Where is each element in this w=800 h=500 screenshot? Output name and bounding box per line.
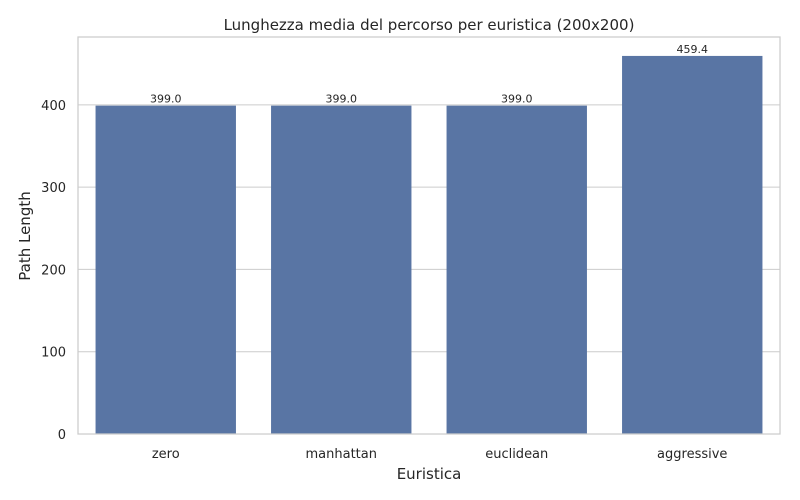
bars [95,55,763,435]
x-tick-label: zero [152,447,180,462]
bar-aggressive [622,55,763,434]
y-tick-label: 300 [41,181,66,196]
y-axis-ticks: 0 100 200 300 400 [41,99,66,443]
y-tick-label: 200 [41,263,66,278]
y-tick-label: 0 [58,428,66,443]
x-tick-label: manhattan [306,447,377,462]
y-axis-label: Path Length [16,191,34,280]
bar-euclidean [446,105,587,435]
chart-title: Lunghezza media del percorso per euristi… [224,16,635,34]
data-labels: 399.0 399.0 399.0 459.4 [150,43,708,106]
y-tick-label: 400 [41,99,66,114]
plot-frame [77,36,781,435]
bar-zero [95,105,236,435]
x-tick-label: aggressive [657,447,727,462]
x-axis-label: Euristica [397,465,462,483]
x-tick-label: euclidean [485,447,548,462]
data-label: 459.4 [677,43,709,56]
data-label: 399.0 [501,93,533,106]
data-label: 399.0 [326,93,358,106]
data-label: 399.0 [150,93,182,106]
y-tick-label: 100 [41,346,66,361]
x-axis-ticks: zero manhattan euclidean aggressive [152,447,728,462]
bar-manhattan [271,105,412,435]
